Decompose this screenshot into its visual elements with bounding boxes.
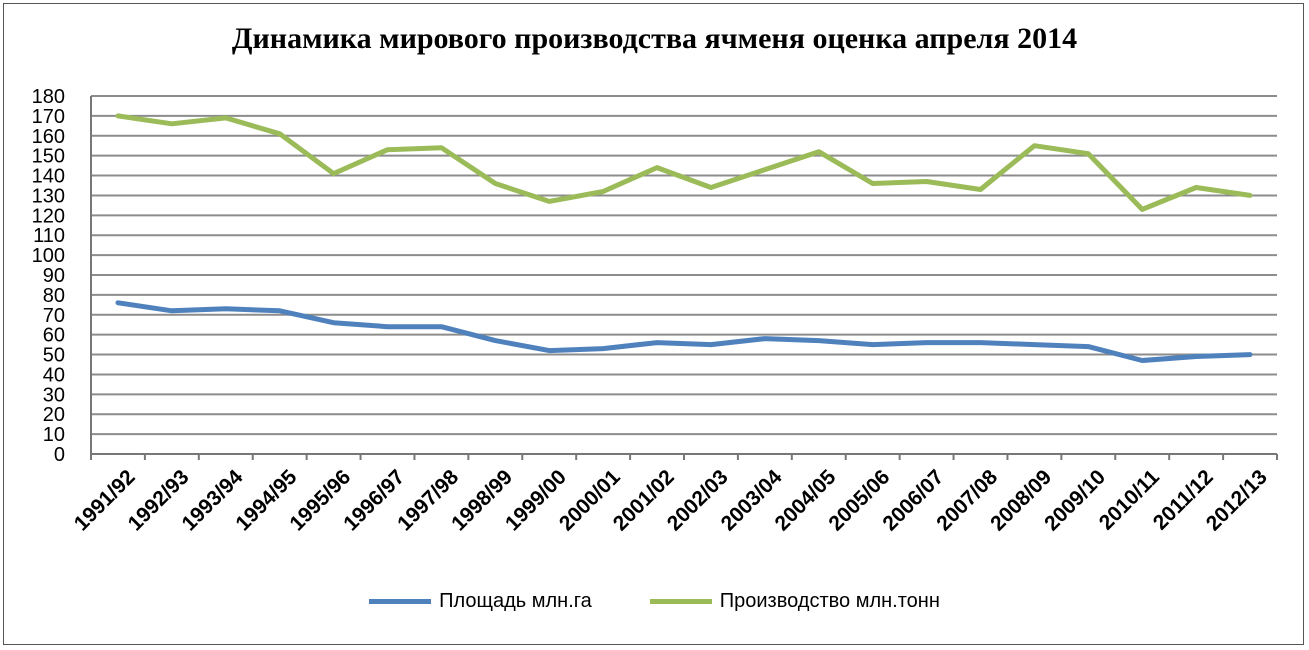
- chart-title: Динамика мирового производства ячменя оц…: [231, 22, 1078, 55]
- legend-label-area: Площадь млн.га: [439, 590, 592, 612]
- y-tick-label: 100: [32, 245, 65, 267]
- legend: Площадь млн.га Производство млн.тонн: [0, 590, 1309, 613]
- legend-swatch-production: [649, 599, 712, 604]
- x-axis-ticks: 1991/921992/931993/941994/951995/961996/…: [70, 465, 1272, 535]
- y-tick-label: 70: [43, 305, 65, 327]
- y-tick-label: 140: [32, 166, 65, 188]
- legend-swatch-area: [369, 599, 432, 604]
- y-tick-label: 50: [43, 345, 65, 367]
- y-tick-label: 110: [33, 225, 65, 247]
- y-tick-label: 170: [32, 106, 65, 128]
- series-line-1: [115, 113, 1253, 212]
- y-tick-label: 160: [32, 126, 65, 148]
- y-axis-ticks: 0102030405060708090100110120130140150160…: [32, 86, 65, 466]
- y-tick-label: 20: [43, 404, 65, 426]
- x-tick-label: 2012/13: [1202, 465, 1272, 535]
- series-line-0: [115, 300, 1253, 363]
- x-tick-label: 2009/10: [1040, 465, 1110, 535]
- y-tick-label: 40: [43, 364, 65, 386]
- y-tick-label: 30: [43, 384, 65, 406]
- gridlines: [90, 95, 1278, 460]
- y-tick-label: 10: [43, 424, 65, 446]
- y-tick-label: 80: [43, 285, 65, 307]
- y-tick-label: 130: [32, 185, 65, 207]
- y-tick-label: 150: [32, 146, 65, 168]
- legend-label-production: Производство млн.тонн: [719, 590, 940, 612]
- series-lines: [115, 113, 1253, 363]
- y-tick-label: 180: [32, 86, 65, 108]
- legend-item-production: Производство млн.тонн: [649, 590, 940, 613]
- chart-frame: [3, 3, 1304, 645]
- y-tick-label: 60: [43, 325, 65, 347]
- y-tick-label: 120: [32, 205, 65, 227]
- y-tick-label: 90: [43, 265, 65, 287]
- legend-item-area: Площадь млн.га: [369, 590, 592, 613]
- y-tick-label: 0: [54, 444, 65, 466]
